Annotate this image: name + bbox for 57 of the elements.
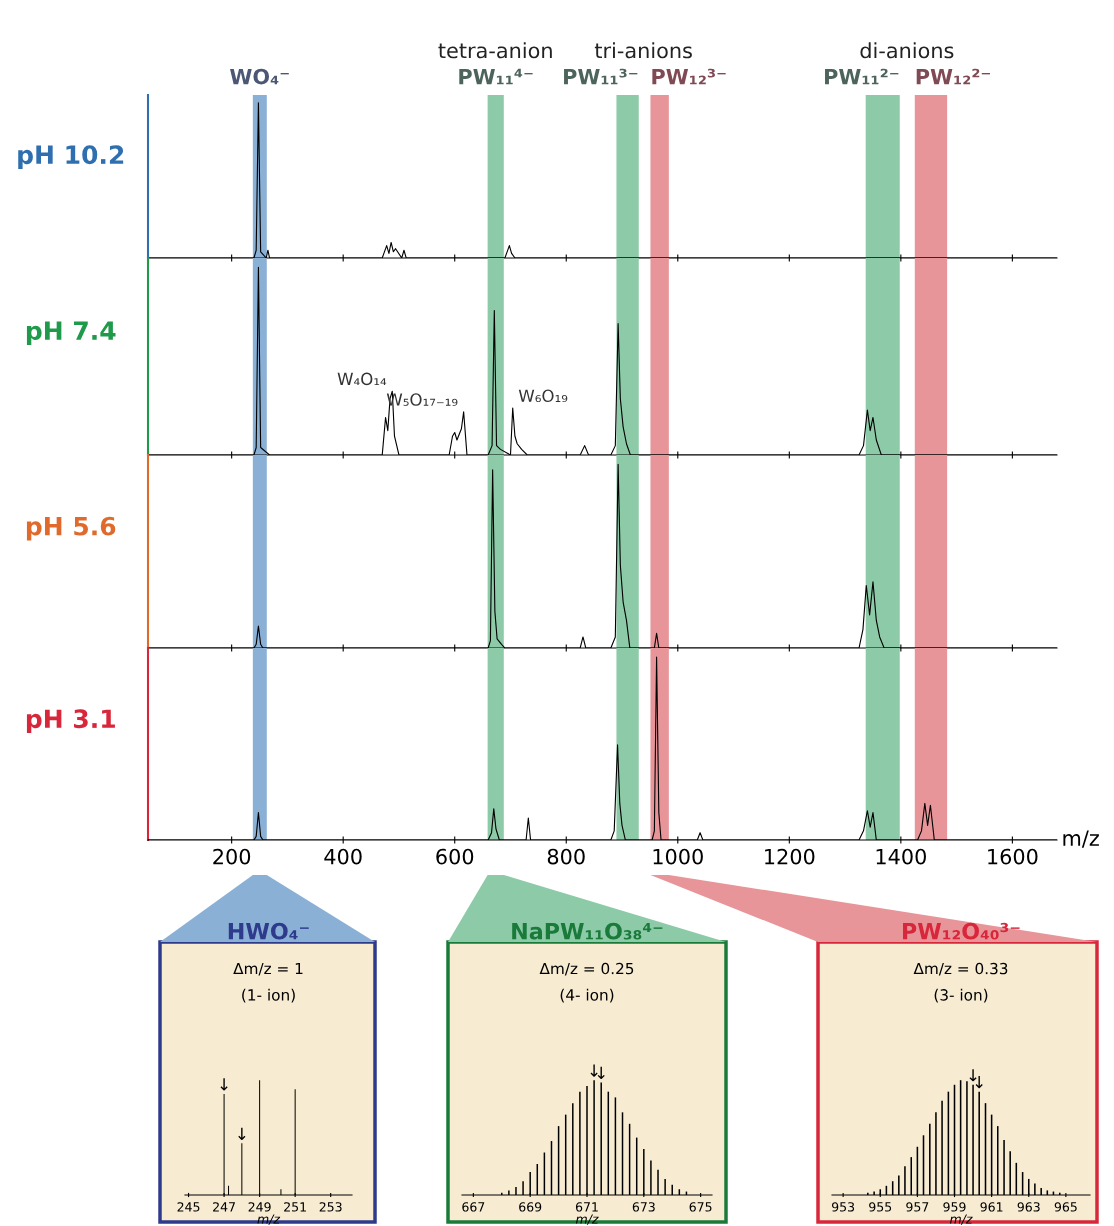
x-tick-label: 251 [284,1202,306,1212]
text: tetra-anion [438,42,552,59]
annotation: ↓ [597,1066,605,1080]
band-label: PW₁₂²⁻ [916,68,991,85]
x-tick-label: 667 [462,1202,485,1212]
annotation: ↓ [590,1064,598,1077]
x-tick-label: 400 [324,848,362,865]
band-label: PW₁₁²⁻ [825,68,899,85]
x-tick-label: 955 [869,1202,892,1212]
x-tick-label: 245 [177,1202,200,1212]
x-tick-label: 1200 [765,848,815,865]
x-tick-label: 1600 [988,848,1038,865]
x-tick-label: 1400 [876,848,926,865]
x-tick-label: 249 [248,1202,271,1212]
y-axis-title: pH 5.6 [26,516,116,541]
chart-title: PW₁₂O₄₀³⁻ [903,922,1020,940]
x-tick-label: 961 [980,1202,1003,1212]
x-tick-label: 800 [547,848,585,865]
annotation: ↓ [238,1127,246,1140]
x-tick-label: 253 [319,1202,342,1212]
band-label: PW₁₂³⁻ [652,68,726,85]
annotation: ↓ [220,1078,228,1091]
text: (3- ion) [934,988,988,1003]
x-tick-label: 1000 [653,848,703,865]
x-tick-label: 675 [689,1202,712,1212]
annotation: W₆O₁₉ [518,389,568,403]
text: Δm/z = 1 [233,962,303,976]
x-tick-label: 247 [213,1202,235,1212]
y-axis-title: pH 7.4 [26,321,116,345]
text: Δm/z = 0.33 [913,962,1008,976]
x-tick-label: 963 [1017,1202,1040,1212]
chart-title: HWO₄⁻ [228,922,309,940]
y-axis-title: pH 3.1 [26,709,115,734]
annotation: ↓ [969,1069,977,1082]
x-tick-label: 200 [213,848,251,865]
x-tick-label: 965 [1054,1202,1077,1212]
x-tick-label: 953 [831,1202,855,1212]
text: (4- ion) [560,988,614,1003]
x-tick-label: 669 [519,1202,542,1212]
x-tick-label: 673 [632,1202,655,1212]
y-axis-title: pH 10.2 [18,145,124,170]
text: tri-anions [594,42,692,59]
chart-title: NaPW₁₁O₃₈⁴⁻ [512,922,663,940]
text: Δm/z = 0.25 [539,962,634,976]
x-tick-label: 600 [436,848,474,865]
x-tick-label: 957 [906,1202,929,1212]
x-axis-title: m/z [1063,830,1099,848]
x-tick-label: 959 [943,1202,966,1212]
annotation: ↓ [975,1076,983,1089]
annotation: W₄O₁₄ [337,372,387,386]
band-label: PW₁₁⁴⁻ [459,68,533,85]
text: (1- ion) [242,988,295,1003]
x-axis-title: m/z [949,1214,973,1225]
band-label: WO₄⁻ [230,68,289,85]
x-tick-label: 671 [575,1202,598,1212]
band-label: PW₁₁³⁻ [564,68,638,85]
text: di-anions [860,42,954,59]
